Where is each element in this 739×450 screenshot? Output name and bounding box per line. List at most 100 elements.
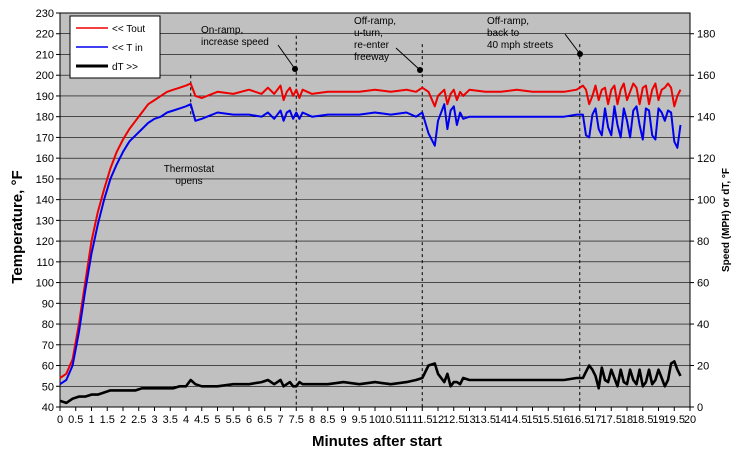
x-tick-label: 16 [558, 414, 570, 426]
x-tick-label: 18.5 [632, 414, 653, 426]
y-tick-label: 140 [36, 195, 54, 207]
y-tick-label: 230 [36, 8, 54, 20]
y2-tick-label: 40 [697, 319, 709, 331]
annotation-text: re-enter [354, 40, 390, 51]
y-tick-label: 160 [36, 153, 54, 165]
plot-area [59, 12, 691, 408]
x-tick-label: 7.5 [289, 414, 304, 426]
x-tick-label: 14.5 [506, 414, 527, 426]
y2-tick-label: 20 [697, 361, 709, 373]
annotation-text: opens [175, 176, 202, 187]
y-tick-label: 80 [42, 319, 54, 331]
x-axis-ticks: 0 0.5 1 1.5 2 2.5 3 3.5 4 4.5 5 5.5 6 6.5 7 7.5 8 8.5 9 9.5… [57, 407, 696, 426]
annotation-dot [417, 67, 423, 73]
y-tick-label: 130 [36, 215, 54, 227]
y-tick-label: 190 [36, 91, 54, 103]
annotation-text: increase speed [201, 37, 269, 48]
x-tick-label: 1 [88, 414, 94, 426]
x-tick-label: 3.5 [163, 414, 178, 426]
x-tick-label: 7 [277, 414, 283, 426]
x-tick-label: 8 [309, 414, 315, 426]
x-tick-label: 15.5 [538, 414, 559, 426]
gridlines [60, 12, 690, 408]
annotation-text: freeway [354, 52, 389, 63]
x-tick-label: 10 [369, 414, 381, 426]
x-tick-label: 18 [621, 414, 633, 426]
annotation-leader [564, 33, 581, 55]
y-tick-label: 220 [36, 29, 54, 41]
y2-tick-label: 160 [697, 70, 715, 82]
x-tick-label: 9.5 [352, 414, 367, 426]
x-tick-label: 19 [652, 414, 664, 426]
x-tick-label: 10.5 [380, 414, 401, 426]
x-tick-label: 2 [120, 414, 126, 426]
annotation-text: 40 mph streets [487, 40, 553, 51]
annotation-dot [577, 51, 583, 57]
y2-axis-ticks: 0 20 40 60 80 100 120 140 160 180 [690, 29, 715, 414]
annotation-leader [277, 44, 296, 70]
y2-tick-label: 80 [697, 236, 709, 248]
x-tick-label: 6 [246, 414, 252, 426]
series-line [59, 82, 682, 379]
y-axis-label: Temperature, °F [9, 170, 26, 283]
y-tick-label: 180 [36, 112, 54, 124]
x-tick-label: 4 [183, 414, 189, 426]
y2-axis-label: Speed (MPH) or dT, °F [721, 168, 732, 272]
y2-tick-label: 180 [697, 29, 715, 41]
series-layer [59, 82, 682, 405]
annotation-text: On-ramp, [201, 25, 243, 36]
event-markers [190, 35, 581, 407]
x-tick-label: 2.5 [131, 414, 146, 426]
y2-tick-label: 60 [697, 278, 709, 290]
annotation-leader [395, 47, 421, 71]
annotation-text: Off-ramp, [487, 16, 529, 27]
x-tick-label: 8.5 [320, 414, 335, 426]
y-tick-label: 200 [36, 70, 54, 82]
legend-label: << Tout [112, 24, 145, 35]
y-tick-label: 120 [36, 236, 54, 248]
x-tick-label: 12.5 [443, 414, 464, 426]
x-tick-label: 4.5 [194, 414, 209, 426]
x-tick-label: 20 [684, 414, 696, 426]
y-tick-label: 90 [42, 298, 54, 310]
y-tick-label: 40 [42, 402, 54, 414]
x-tick-label: 19.5 [664, 414, 685, 426]
annotation-text: back to [487, 28, 520, 39]
y-tick-label: 210 [36, 49, 54, 61]
x-tick-label: 15 [526, 414, 538, 426]
x-tick-label: 0.5 [68, 414, 83, 426]
y-tick-label: 100 [36, 278, 54, 290]
x-tick-label: 12 [432, 414, 444, 426]
annotation-text: Off-ramp, [354, 16, 396, 27]
x-tick-label: 5.5 [226, 414, 241, 426]
annotation-text: u-turn, [354, 28, 383, 39]
y-tick-label: 170 [36, 132, 54, 144]
y2-tick-label: 100 [697, 195, 715, 207]
y2-tick-label: 0 [697, 402, 703, 414]
legend-label: << T in [112, 43, 143, 54]
x-tick-label: 17.5 [601, 414, 622, 426]
x-tick-label: 14 [495, 414, 507, 426]
x-tick-label: 6.5 [257, 414, 272, 426]
y2-tick-label: 140 [697, 112, 715, 124]
x-tick-label: 3 [151, 414, 157, 426]
y-tick-label: 70 [42, 340, 54, 352]
x-tick-label: 1.5 [100, 414, 115, 426]
x-tick-label: 11.5 [412, 414, 433, 426]
x-tick-label: 13 [463, 414, 475, 426]
annotation-dot [292, 66, 298, 72]
x-tick-label: 11 [401, 414, 412, 426]
annotation-text: Thermostat [164, 164, 215, 175]
y-tick-label: 60 [42, 361, 54, 373]
y-axis-ticks: 40 50 60 70 80 90 100 110 120 130 140 150 160 170 180 1… [36, 8, 60, 414]
y-tick-label: 150 [36, 174, 54, 186]
y2-tick-label: 120 [697, 153, 715, 165]
x-tick-label: 17 [589, 414, 601, 426]
x-tick-label: 16.5 [569, 414, 590, 426]
legend-label: dT >> [112, 62, 138, 73]
x-tick-label: 13.5 [475, 414, 496, 426]
x-axis-label: Minutes after start [312, 433, 442, 450]
legend: << Tout << T in dT >> [69, 15, 161, 79]
